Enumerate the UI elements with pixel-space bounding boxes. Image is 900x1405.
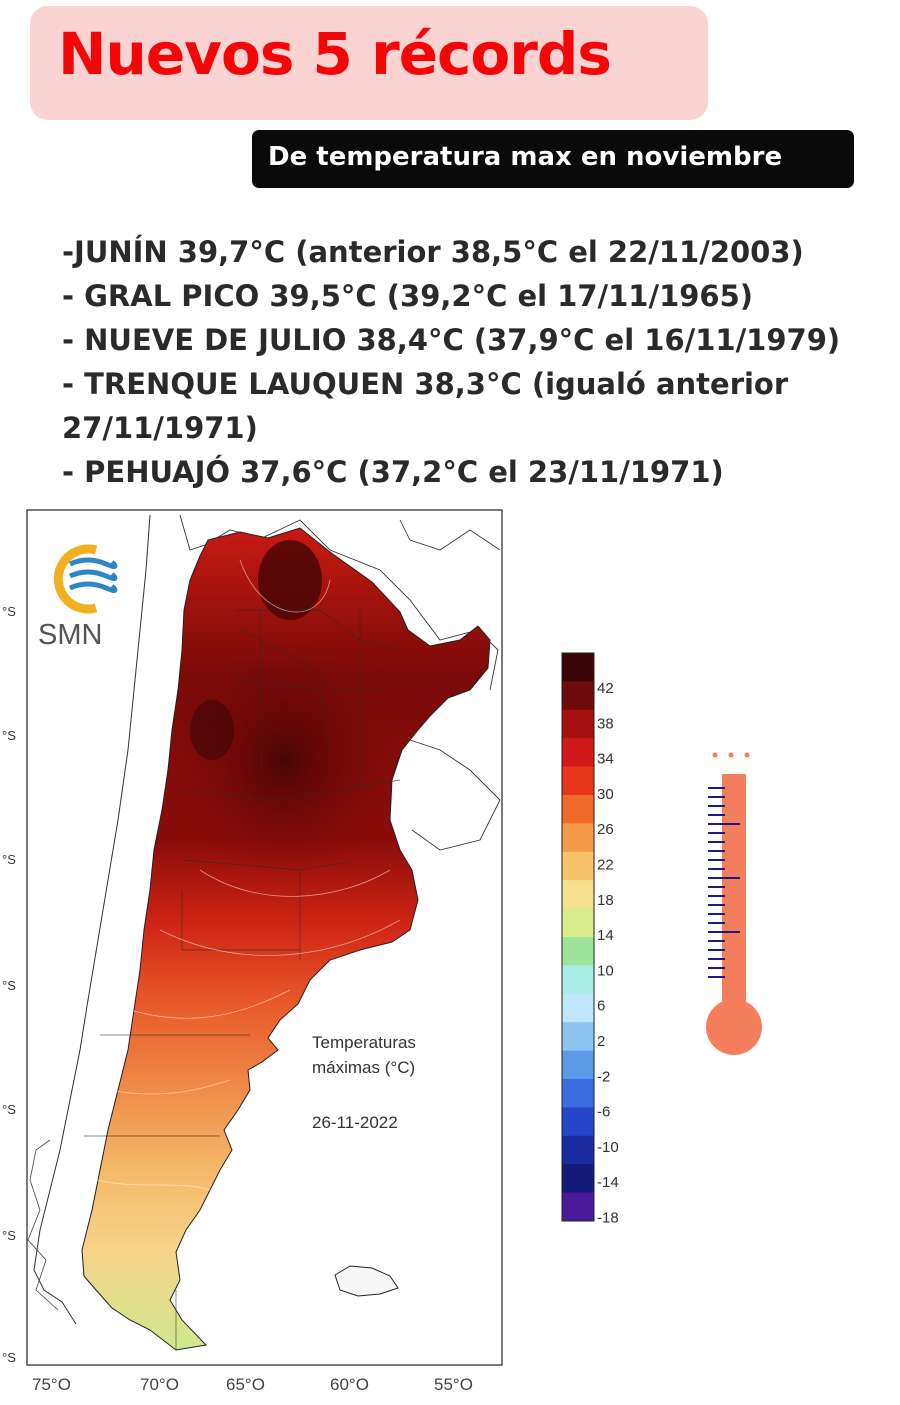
longitude-labels: 75°O 70°O 65°O 60°O 55°O xyxy=(32,1375,473,1394)
smn-logo-text: SMN xyxy=(38,619,102,651)
map-caption-line2: máximas (°C) xyxy=(312,1058,415,1077)
legend-color-cell xyxy=(562,738,594,768)
legend-color-cell xyxy=(562,880,594,910)
legend-label: -2 xyxy=(597,1068,610,1085)
legend-color-cell xyxy=(562,1107,594,1137)
latitude-labels: °S °S °S °S °S °S °S xyxy=(2,604,16,1365)
legend-label: 14 xyxy=(597,927,614,944)
legend-color-cell xyxy=(562,1022,594,1052)
legend-color-cell xyxy=(562,1079,594,1108)
legend-color-cell xyxy=(562,823,594,853)
temperature-map-figure: °S °S °S °S °S °S °S 75°O 70°O 65°O 60°O… xyxy=(0,490,900,1405)
lon-label: 55°O xyxy=(434,1375,473,1394)
lat-label: °S xyxy=(2,978,16,993)
legend-color-cell xyxy=(562,681,594,711)
legend-label: -10 xyxy=(597,1139,619,1156)
legend-label: 26 xyxy=(597,821,614,838)
legend-label: 18 xyxy=(597,892,614,909)
record-gral-pico: - GRAL PICO 39,5°C (39,2°C el 17/11/1965… xyxy=(62,279,754,313)
lat-label: °S xyxy=(2,1350,16,1365)
legend-label: -6 xyxy=(597,1104,610,1121)
brazil-border xyxy=(399,519,501,551)
heat-core-west xyxy=(190,700,234,760)
record-pehuajo: - PEHUAJÓ 37,6°C (37,2°C el 23/11/1971) xyxy=(62,455,724,489)
legend-color-cell xyxy=(562,937,594,966)
legend-color-cell xyxy=(562,908,594,938)
smn-logo: SMN xyxy=(38,544,118,651)
legend-color-cell xyxy=(562,1164,594,1194)
legend-label: 10 xyxy=(597,962,614,979)
lat-label: °S xyxy=(2,1102,16,1117)
legend-color-cell xyxy=(562,993,594,1023)
heat-core xyxy=(175,640,395,880)
chile-coastline xyxy=(33,514,151,1325)
malvinas-islands xyxy=(334,1265,399,1297)
legend-color-cell xyxy=(562,766,594,796)
lon-label: 60°O xyxy=(330,1375,369,1394)
legend-label: 2 xyxy=(597,1033,605,1050)
headline-banner xyxy=(30,6,708,120)
subheadline-banner xyxy=(252,130,854,188)
legend-label: -14 xyxy=(597,1174,619,1191)
legend-colorbar-frame xyxy=(561,652,595,1222)
legend-label: 38 xyxy=(597,715,614,732)
headline-title: Nuevos 5 récords xyxy=(58,20,612,88)
lat-label: °S xyxy=(2,852,16,867)
legend-color-cell xyxy=(562,1135,594,1165)
legend-color-cell xyxy=(562,1050,594,1080)
legend-color-cell xyxy=(562,709,594,739)
records-list: -JUNÍN 39,7°C (anterior 38,5°C el 22/11/… xyxy=(62,230,892,494)
subheadline-text: De temperatura max en noviembre xyxy=(268,142,783,172)
lon-label: 70°O xyxy=(140,1375,179,1394)
thermometer-icon xyxy=(706,752,762,1055)
legend-label: 42 xyxy=(597,680,614,697)
lon-label: 65°O xyxy=(226,1375,265,1394)
lat-label: °S xyxy=(2,604,16,619)
legend-labels: 42 38 34 30 26 22 18 14 10 6 2 -2 -6 -10 -14 -18 xyxy=(597,680,619,1227)
isotherm-lines xyxy=(95,559,401,1191)
record-trenque-lauquen-cont: 27/11/1971) xyxy=(62,411,258,445)
legend-color-cell xyxy=(562,795,594,824)
lat-label: °S xyxy=(2,1228,16,1243)
legend-color-cell xyxy=(562,653,594,682)
chile-islands-outline xyxy=(27,1139,59,1311)
record-trenque-lauquen: - TRENQUE LAUQUEN 38,3°C (igualó anterio… xyxy=(62,367,789,401)
heat-core-north xyxy=(258,540,322,620)
lat-label: °S xyxy=(2,728,16,743)
legend-color-cell xyxy=(562,1192,594,1222)
record-nueve-de-julio: - NUEVE DE JULIO 38,4°C (37,9°C el 16/11… xyxy=(62,323,841,357)
uruguay-outline xyxy=(409,739,501,851)
legend-label: -18 xyxy=(597,1210,619,1227)
record-junin: -JUNÍN 39,7°C (anterior 38,5°C el 22/11/… xyxy=(62,235,804,269)
map-date: 26-11-2022 xyxy=(312,1113,398,1132)
legend-label: 6 xyxy=(597,998,605,1015)
temperature-map-svg: °S °S °S °S °S °S °S 75°O 70°O 65°O 60°O… xyxy=(2,509,762,1394)
map-caption-line1: Temperaturas xyxy=(312,1033,416,1052)
legend-colorbar xyxy=(562,653,594,1222)
legend-color-cell xyxy=(562,965,594,995)
province-borders xyxy=(84,609,401,1350)
legend-label: 34 xyxy=(597,751,614,768)
lon-label: 75°O xyxy=(32,1375,71,1394)
legend-color-cell xyxy=(562,851,594,881)
legend-label: 22 xyxy=(597,857,614,874)
legend-label: 30 xyxy=(597,786,614,803)
